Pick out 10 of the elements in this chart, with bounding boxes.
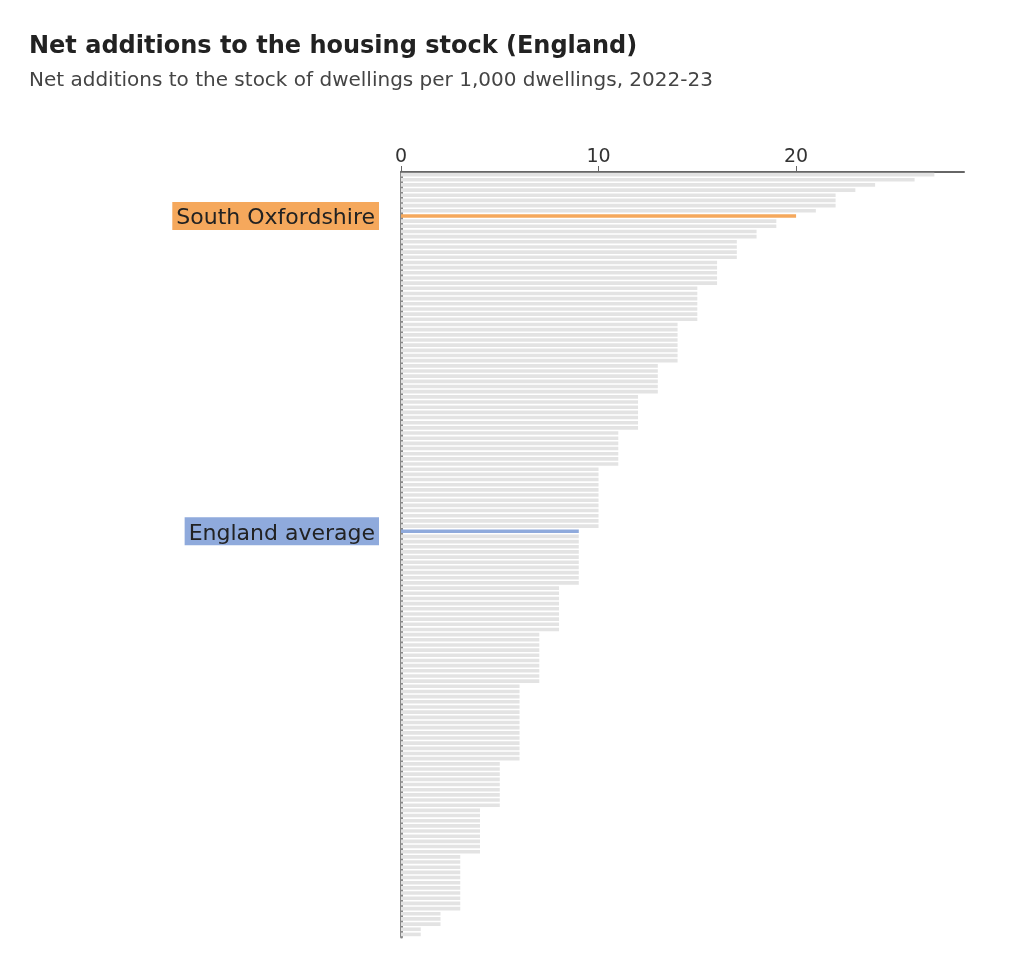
x-tick-label: 20 [783, 143, 809, 166]
y-tick-label: South Oxfordshire [176, 204, 375, 230]
y-tick-label: England average [188, 519, 375, 545]
bar [401, 208, 816, 213]
x-tick-label: 0 [394, 143, 408, 166]
chart-subtitle: Net additions to the stock of dwellings per 1,000 dwellings, 2022-23 [29, 67, 713, 91]
x-tick-label: 10 [586, 143, 611, 166]
bar [401, 214, 797, 218]
bar [401, 529, 579, 534]
chart-title: Net additions to the housing stock (England) [29, 31, 638, 59]
